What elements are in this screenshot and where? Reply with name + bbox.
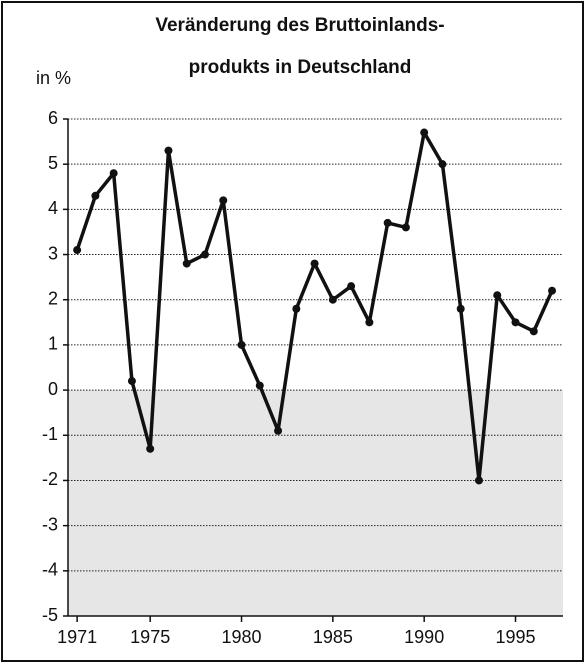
data-point — [456, 304, 465, 313]
y-tick-label: 2 — [48, 288, 58, 308]
x-tick-label: 1985 — [313, 627, 353, 647]
chart-title: Veränderung des Bruttoinlands- — [155, 15, 444, 36]
data-point — [310, 259, 319, 268]
x-tick-label: 1995 — [495, 627, 535, 647]
data-point — [548, 286, 557, 295]
y-axis-label: in % — [36, 68, 71, 88]
x-tick-label: 1975 — [130, 627, 170, 647]
y-tick-label: 4 — [48, 198, 58, 218]
y-tick-label: -3 — [42, 514, 58, 534]
x-tick-label: 1980 — [222, 627, 262, 647]
x-tick-label: 1971 — [57, 627, 97, 647]
data-point — [127, 377, 136, 386]
data-point — [328, 295, 337, 304]
data-point — [73, 246, 82, 255]
y-tick-label: -5 — [42, 605, 58, 625]
data-point — [91, 191, 100, 200]
y-tick-label: -2 — [42, 469, 58, 489]
data-point — [474, 476, 483, 485]
data-point — [274, 426, 283, 435]
data-point — [401, 223, 410, 232]
data-point — [237, 340, 246, 349]
x-tick-label: 1990 — [404, 627, 444, 647]
y-tick-label: 0 — [48, 379, 58, 399]
data-point — [182, 259, 191, 268]
y-tick-label: 3 — [48, 243, 58, 263]
data-point — [109, 169, 118, 178]
y-tick-label: -1 — [42, 424, 58, 444]
y-tick-label: 1 — [48, 334, 58, 354]
data-point — [493, 291, 502, 300]
data-point — [347, 282, 356, 291]
y-tick-label: 6 — [48, 108, 58, 128]
y-tick-label: 5 — [48, 153, 58, 173]
data-point — [420, 128, 429, 137]
y-tick-label: -4 — [42, 560, 58, 580]
data-point — [255, 381, 264, 390]
data-point — [164, 146, 173, 155]
data-point — [219, 196, 228, 205]
data-point — [511, 318, 520, 327]
data-point — [146, 444, 155, 453]
data-point — [292, 304, 301, 313]
data-point — [365, 318, 374, 327]
data-point — [383, 218, 392, 227]
data-point — [438, 160, 447, 169]
chart-title: produkts in Deutschland — [189, 57, 412, 78]
data-point — [529, 327, 538, 336]
data-point — [200, 250, 209, 259]
